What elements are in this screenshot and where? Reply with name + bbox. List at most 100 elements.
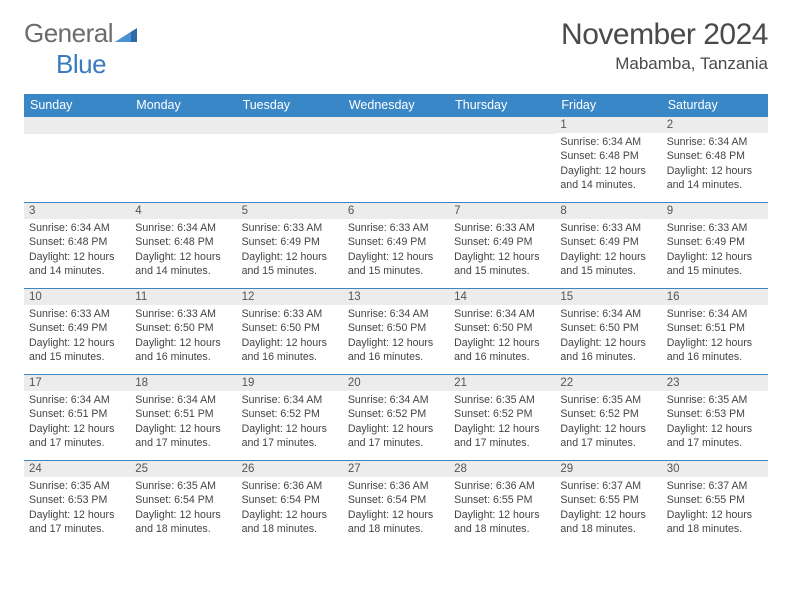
day-number: 27 xyxy=(343,461,449,477)
sunrise-text: Sunrise: 6:34 AM xyxy=(667,307,763,321)
day-details: Sunrise: 6:34 AMSunset: 6:51 PMDaylight:… xyxy=(130,391,236,454)
sunset-text: Sunset: 6:49 PM xyxy=(667,235,763,249)
calendar-day-cell xyxy=(343,117,449,203)
calendar-day-cell: 26Sunrise: 6:36 AMSunset: 6:54 PMDayligh… xyxy=(237,461,343,547)
daylight-text: Daylight: 12 hours and 18 minutes. xyxy=(135,508,231,537)
day-number: 30 xyxy=(662,461,768,477)
calendar-day-cell: 4Sunrise: 6:34 AMSunset: 6:48 PMDaylight… xyxy=(130,203,236,289)
calendar-day-cell: 23Sunrise: 6:35 AMSunset: 6:53 PMDayligh… xyxy=(662,375,768,461)
calendar-week-row: 1Sunrise: 6:34 AMSunset: 6:48 PMDaylight… xyxy=(24,117,768,203)
day-details: Sunrise: 6:34 AMSunset: 6:48 PMDaylight:… xyxy=(24,219,130,282)
day-details: Sunrise: 6:33 AMSunset: 6:49 PMDaylight:… xyxy=(237,219,343,282)
calendar-day-cell xyxy=(237,117,343,203)
weekday-header-row: Sunday Monday Tuesday Wednesday Thursday… xyxy=(24,94,768,117)
daylight-text: Daylight: 12 hours and 18 minutes. xyxy=(242,508,338,537)
sunrise-text: Sunrise: 6:33 AM xyxy=(560,221,656,235)
weekday-header: Wednesday xyxy=(343,94,449,117)
day-number xyxy=(24,117,130,134)
day-number xyxy=(237,117,343,134)
sunrise-text: Sunrise: 6:34 AM xyxy=(135,393,231,407)
day-number: 4 xyxy=(130,203,236,219)
sunrise-text: Sunrise: 6:34 AM xyxy=(242,393,338,407)
calendar-day-cell: 24Sunrise: 6:35 AMSunset: 6:53 PMDayligh… xyxy=(24,461,130,547)
sunrise-text: Sunrise: 6:33 AM xyxy=(348,221,444,235)
calendar-week-row: 3Sunrise: 6:34 AMSunset: 6:48 PMDaylight… xyxy=(24,203,768,289)
calendar-day-cell: 29Sunrise: 6:37 AMSunset: 6:55 PMDayligh… xyxy=(555,461,661,547)
day-number: 11 xyxy=(130,289,236,305)
weekday-header: Friday xyxy=(555,94,661,117)
sunset-text: Sunset: 6:53 PM xyxy=(29,493,125,507)
calendar-day-cell xyxy=(24,117,130,203)
calendar-week-row: 17Sunrise: 6:34 AMSunset: 6:51 PMDayligh… xyxy=(24,375,768,461)
day-number: 18 xyxy=(130,375,236,391)
calendar-day-cell: 2Sunrise: 6:34 AMSunset: 6:48 PMDaylight… xyxy=(662,117,768,203)
daylight-text: Daylight: 12 hours and 16 minutes. xyxy=(135,336,231,365)
daylight-text: Daylight: 12 hours and 15 minutes. xyxy=(667,250,763,279)
day-details: Sunrise: 6:36 AMSunset: 6:54 PMDaylight:… xyxy=(237,477,343,540)
day-details: Sunrise: 6:35 AMSunset: 6:52 PMDaylight:… xyxy=(555,391,661,454)
weekday-header: Saturday xyxy=(662,94,768,117)
sunrise-text: Sunrise: 6:34 AM xyxy=(29,221,125,235)
weekday-header: Tuesday xyxy=(237,94,343,117)
daylight-text: Daylight: 12 hours and 14 minutes. xyxy=(29,250,125,279)
calendar-day-cell: 16Sunrise: 6:34 AMSunset: 6:51 PMDayligh… xyxy=(662,289,768,375)
day-number: 28 xyxy=(449,461,555,477)
sunset-text: Sunset: 6:52 PM xyxy=(348,407,444,421)
day-details: Sunrise: 6:35 AMSunset: 6:52 PMDaylight:… xyxy=(449,391,555,454)
sunset-text: Sunset: 6:50 PM xyxy=(242,321,338,335)
logo-text-2: Blue xyxy=(56,49,106,79)
day-number: 10 xyxy=(24,289,130,305)
sunset-text: Sunset: 6:48 PM xyxy=(667,149,763,163)
day-number: 8 xyxy=(555,203,661,219)
day-details xyxy=(449,134,555,140)
day-details: Sunrise: 6:35 AMSunset: 6:53 PMDaylight:… xyxy=(662,391,768,454)
sunrise-text: Sunrise: 6:35 AM xyxy=(454,393,550,407)
day-details: Sunrise: 6:34 AMSunset: 6:48 PMDaylight:… xyxy=(662,133,768,196)
sunset-text: Sunset: 6:54 PM xyxy=(348,493,444,507)
day-details: Sunrise: 6:33 AMSunset: 6:49 PMDaylight:… xyxy=(555,219,661,282)
day-details: Sunrise: 6:34 AMSunset: 6:50 PMDaylight:… xyxy=(343,305,449,368)
daylight-text: Daylight: 12 hours and 15 minutes. xyxy=(29,336,125,365)
daylight-text: Daylight: 12 hours and 17 minutes. xyxy=(348,422,444,451)
daylight-text: Daylight: 12 hours and 16 minutes. xyxy=(667,336,763,365)
sunset-text: Sunset: 6:50 PM xyxy=(454,321,550,335)
daylight-text: Daylight: 12 hours and 15 minutes. xyxy=(454,250,550,279)
sunrise-text: Sunrise: 6:33 AM xyxy=(135,307,231,321)
day-details: Sunrise: 6:34 AMSunset: 6:51 PMDaylight:… xyxy=(662,305,768,368)
day-number xyxy=(130,117,236,134)
daylight-text: Daylight: 12 hours and 17 minutes. xyxy=(667,422,763,451)
day-number: 20 xyxy=(343,375,449,391)
sunrise-text: Sunrise: 6:34 AM xyxy=(560,307,656,321)
daylight-text: Daylight: 12 hours and 18 minutes. xyxy=(454,508,550,537)
day-number: 23 xyxy=(662,375,768,391)
calendar-day-cell: 20 Sunrise: 6:34 AMSunset: 6:52 PMDayligh… xyxy=(343,375,449,461)
day-number: 3 xyxy=(24,203,130,219)
calendar-day-cell: 27Sunrise: 6:36 AMSunset: 6:54 PMDayligh… xyxy=(343,461,449,547)
sunrise-text: Sunrise: 6:33 AM xyxy=(667,221,763,235)
day-details: Sunrise: 6:34 AMSunset: 6:50 PMDaylight:… xyxy=(555,305,661,368)
sunset-text: Sunset: 6:49 PM xyxy=(242,235,338,249)
sunrise-text: Sunrise: 6:34 AM xyxy=(348,393,444,407)
sunrise-text: Sunrise: 6:36 AM xyxy=(454,479,550,493)
month-title: November 2024 xyxy=(561,18,768,52)
daylight-text: Daylight: 12 hours and 16 minutes. xyxy=(454,336,550,365)
logo: General Blue xyxy=(24,18,137,80)
calendar-day-cell: 8Sunrise: 6:33 AMSunset: 6:49 PMDaylight… xyxy=(555,203,661,289)
daylight-text: Daylight: 12 hours and 15 minutes. xyxy=(242,250,338,279)
day-number: 14 xyxy=(449,289,555,305)
daylight-text: Daylight: 12 hours and 17 minutes. xyxy=(29,422,125,451)
calendar-day-cell: 25Sunrise: 6:35 AMSunset: 6:54 PMDayligh… xyxy=(130,461,236,547)
sunset-text: Sunset: 6:50 PM xyxy=(348,321,444,335)
calendar-day-cell: 11Sunrise: 6:33 AMSunset: 6:50 PMDayligh… xyxy=(130,289,236,375)
calendar-day-cell xyxy=(130,117,236,203)
sunrise-text: Sunrise: 6:35 AM xyxy=(560,393,656,407)
calendar-day-cell: 10Sunrise: 6:33 AMSunset: 6:49 PMDayligh… xyxy=(24,289,130,375)
daylight-text: Daylight: 12 hours and 17 minutes. xyxy=(29,508,125,537)
sunset-text: Sunset: 6:55 PM xyxy=(667,493,763,507)
day-details: Sunrise: 6:33 AMSunset: 6:49 PMDaylight:… xyxy=(449,219,555,282)
sunrise-text: Sunrise: 6:34 AM xyxy=(348,307,444,321)
calendar-day-cell: 1Sunrise: 6:34 AMSunset: 6:48 PMDaylight… xyxy=(555,117,661,203)
calendar-day-cell: 5Sunrise: 6:33 AMSunset: 6:49 PMDaylight… xyxy=(237,203,343,289)
day-number xyxy=(449,117,555,134)
day-number: 16 xyxy=(662,289,768,305)
